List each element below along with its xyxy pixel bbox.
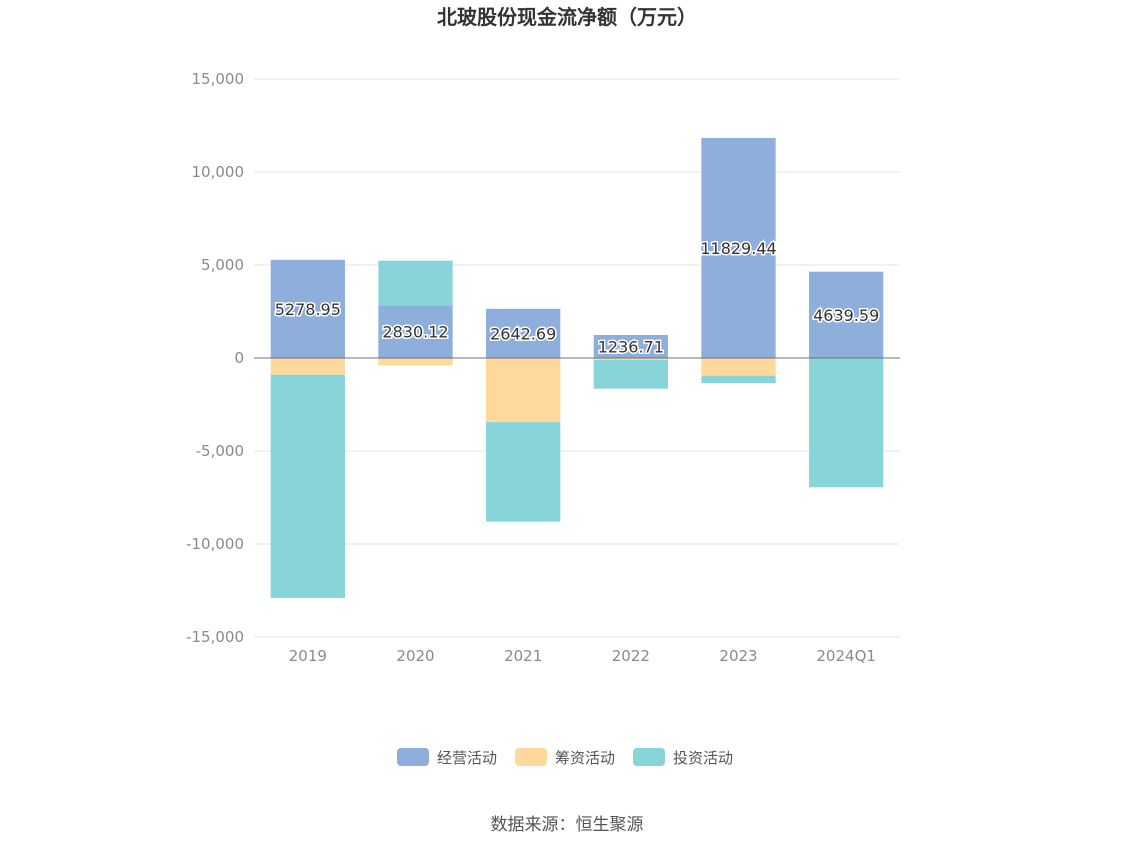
x-tick-label: 2023 — [719, 647, 757, 665]
y-tick-label: 10,000 — [192, 163, 245, 181]
y-tick-label: -5,000 — [196, 442, 244, 460]
legend-item[interactable]: 投资活动 — [633, 748, 733, 767]
bar-segment — [378, 305, 453, 358]
y-tick-label: -10,000 — [186, 535, 244, 553]
legend-swatch — [397, 748, 429, 766]
x-tick-label: 2021 — [504, 647, 542, 665]
legend-label: 筹资活动 — [555, 749, 615, 767]
bar-segment — [701, 137, 776, 358]
bar-segment — [378, 260, 453, 306]
source-note: 数据来源：恒生聚源 — [491, 815, 644, 835]
legend-swatch — [515, 748, 547, 766]
x-axis: 2019 2020 2021 2022 2023 2024Q1 — [254, 636, 900, 665]
bar-segment — [270, 259, 345, 358]
y-tick-label: 15,000 — [192, 70, 245, 88]
legend-swatch — [633, 748, 665, 766]
bar-segment — [809, 358, 884, 488]
bar-segment — [593, 334, 668, 358]
legend-item[interactable]: 筹资活动 — [515, 748, 615, 767]
bar-value-label: 2830.12 — [382, 323, 448, 342]
data-labels: 5278.95 2830.12 2642.69 1236.71 11829.44 4639… — [273, 237, 881, 358]
legend-item[interactable]: 经营活动 — [397, 748, 497, 767]
bar-segment — [378, 358, 453, 366]
legend[interactable]: 经营活动 筹资活动 投资活动 — [397, 748, 733, 767]
x-tick-label: 2024Q1 — [816, 647, 876, 665]
bar-segment — [701, 375, 776, 384]
bar-segment — [809, 271, 884, 358]
y-tick-label: 0 — [234, 349, 244, 367]
x-tick-label: 2019 — [289, 647, 327, 665]
bars — [270, 137, 884, 598]
bar-value-label: 11829.44 — [700, 239, 776, 258]
y-tick-label: -15,000 — [186, 628, 244, 646]
bar-segment — [270, 374, 345, 598]
bar-value-label: 2642.69 — [490, 324, 556, 343]
legend-label: 投资活动 — [673, 749, 733, 767]
y-tick-label: 5,000 — [201, 256, 244, 274]
bar-value-label: 1236.71 — [598, 337, 664, 356]
bar-value-label: 4639.59 — [813, 306, 879, 325]
bar-segment — [701, 358, 776, 376]
bar-segment — [486, 422, 561, 522]
x-tick-label: 2022 — [612, 647, 650, 665]
legend-label: 经营活动 — [437, 749, 497, 767]
bar-segment — [270, 358, 345, 375]
x-tick-label: 2020 — [396, 647, 434, 665]
bar-segment — [486, 308, 561, 358]
y-axis: 15,000 10,000 5,000 0 -5,000 -10,000 -15,000 — [186, 70, 244, 646]
bar-segment — [593, 359, 668, 389]
bar-segment — [486, 358, 561, 423]
chart-title: 北玻股份现金流净额（万元） — [437, 5, 697, 29]
bar-value-label: 5278.95 — [275, 300, 341, 319]
bar-segment — [593, 358, 668, 360]
